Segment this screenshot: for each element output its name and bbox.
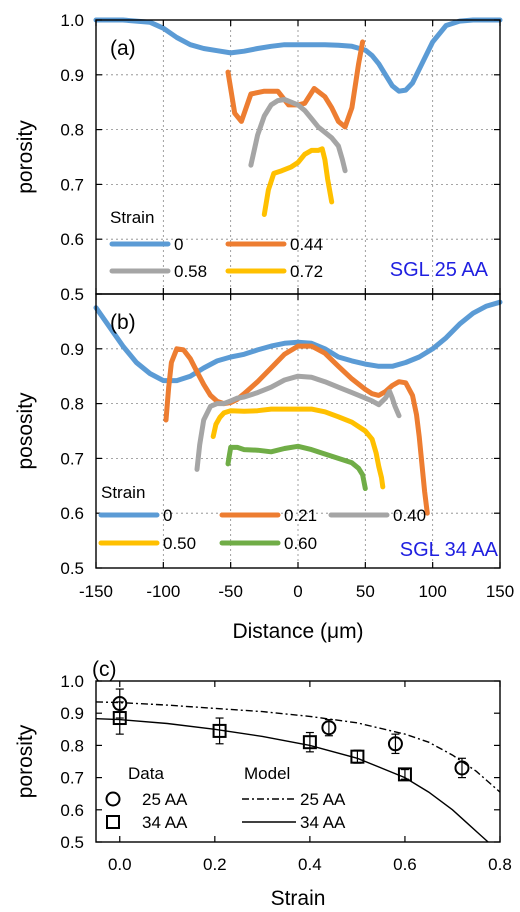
panel-c-point-25AA	[387, 736, 403, 752]
panel-c-y-tick-label: 1.0	[60, 672, 84, 691]
panel-b-y-tick-label: 0.8	[60, 395, 84, 414]
panel-a-y-tick-label: 0.7	[60, 175, 84, 194]
panel-b-series-0-line	[93, 299, 503, 384]
panel-c-x-tick-label: 0.8	[488, 855, 512, 874]
panel-a-series-0-line	[93, 17, 503, 94]
panel-b-legend-label: 0.21	[284, 506, 317, 525]
panel-a-y-axis-label: porosity	[14, 120, 37, 194]
panel-c-point-34AA	[302, 735, 317, 750]
panel-a-y-tick-label: 0.8	[60, 121, 84, 140]
panel-b-y-tick-label: 0.9	[60, 340, 84, 359]
panel-b-y-axis-label: pososity	[14, 392, 37, 470]
panel-c-y-axis-label: porosity	[14, 724, 37, 798]
panel-c-x-tick-label: 0.0	[108, 855, 132, 874]
panel-a-series-0_72-line	[261, 146, 335, 217]
panel-b-legend-label: 0.60	[284, 534, 317, 553]
panel-b-legend-label: 0.40	[393, 506, 426, 525]
panel-c-point-34AA	[212, 723, 227, 738]
panel-b-x-tick-label: 50	[356, 582, 375, 601]
panel-c-frame	[95, 680, 501, 843]
panel-c-model-25-AA-line	[95, 701, 501, 793]
panel-a-y-tick-label: 0.6	[60, 230, 84, 249]
panel-c-legend-data-title: Data	[128, 764, 164, 783]
panel-b-series-0_50-line	[210, 406, 386, 490]
panel-c-x-tick-label: 0.2	[203, 855, 227, 874]
panel-b-series-0_21-line	[163, 343, 430, 516]
panel-c-x-axis-label: Strain	[271, 887, 326, 910]
panel-b-x-tick-label: -100	[146, 582, 180, 601]
panel-a-label: (a)	[110, 37, 136, 60]
panel-b-annotation: SGL 34 AA	[400, 539, 499, 561]
panel-b-legend-title: Strain	[101, 483, 145, 502]
panel-c-y-tick-label: 0.8	[60, 736, 84, 755]
panel-c-legend-square-marker	[106, 815, 120, 829]
panel-c-y-tick-label: 0.9	[60, 704, 84, 723]
panel-b-legend-label: 0	[163, 506, 172, 525]
panel-c-point-34AA	[397, 767, 412, 782]
panel-c-point-34AA	[350, 749, 365, 764]
panel-a-annotation: SGL 25 AA	[390, 259, 489, 281]
panel-a-legend-label: 0	[174, 235, 183, 254]
panel-a-legend-label: 0.58	[174, 262, 207, 281]
panel-c-point-25AA	[454, 760, 470, 776]
panel-b-series-0_40-line	[194, 373, 402, 472]
panel-c-point-34AA	[112, 711, 127, 726]
panel-b-x-axis-label: Distance (μm)	[232, 620, 363, 643]
panel-b-x-tick-label: -150	[79, 582, 113, 601]
panel-b-legend-label: 0.50	[163, 534, 196, 553]
panel-a-y-tick-label: 0.9	[60, 66, 84, 85]
panel-a-series-0_58-line	[248, 97, 348, 174]
panel-c-legend-model-title: Model	[244, 764, 290, 783]
panel-a-legend-title: Strain	[110, 208, 154, 227]
panel-c-y-tick-label: 0.5	[60, 833, 84, 852]
panel-b-x-tick-label: 100	[418, 582, 446, 601]
panel-b-x-tick-label: -50	[218, 582, 243, 601]
panel-c-x-tick-label: 0.4	[298, 855, 322, 874]
panel-b-y-tick-label: 0.7	[60, 449, 84, 468]
panel-a-y-tick-label: 0.5	[60, 285, 84, 304]
panel-b-y-tick-label: 0.5	[60, 559, 84, 578]
panel-b-y-tick-label: 0.6	[60, 504, 84, 523]
panel-a-legend-label: 0.44	[290, 235, 323, 254]
panel-b-x-tick-label: 0	[293, 582, 302, 601]
panel-a-legend-label: 0.72	[290, 262, 323, 281]
panel-c-legend-data-34AA: 34 AA	[142, 813, 188, 832]
panel-c-y-tick-label: 0.7	[60, 769, 84, 788]
panel-c-legend-circle-marker	[105, 791, 121, 807]
panel-c-legend-data-25AA: 25 AA	[142, 790, 188, 809]
panel-c-point-25AA	[321, 720, 337, 736]
panel-b-series-0_60-line	[225, 443, 368, 491]
panel-c-legend-model-25AA: 25 AA	[300, 790, 346, 809]
panel-a-series-0_44-line	[225, 39, 366, 130]
panel-c-x-tick-label: 0.6	[393, 855, 417, 874]
panel-b-label: (b)	[110, 311, 136, 334]
panel-c-label: (c)	[92, 658, 117, 681]
panel-c-legend-model-34AA: 34 AA	[300, 813, 346, 832]
panel-b-x-tick-label: 150	[486, 582, 514, 601]
panel-c-y-tick-label: 0.6	[60, 801, 84, 820]
panel-a-y-tick-label: 1.0	[60, 11, 84, 30]
